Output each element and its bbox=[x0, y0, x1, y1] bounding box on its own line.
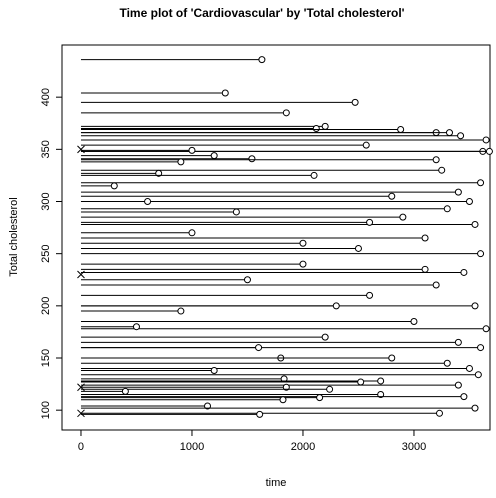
censor-marker bbox=[144, 198, 152, 206]
chart-title: Time plot of 'Cardiovascular' by 'Total … bbox=[119, 6, 404, 20]
censor-marker bbox=[474, 371, 482, 379]
censor-marker bbox=[438, 166, 446, 174]
censor-marker bbox=[421, 265, 429, 273]
censor-marker bbox=[388, 192, 396, 200]
censor-marker bbox=[445, 129, 453, 137]
censor-marker bbox=[351, 98, 359, 106]
x-tick-label: 1000 bbox=[180, 441, 204, 453]
censor-marker bbox=[366, 291, 374, 299]
censor-marker bbox=[477, 179, 485, 187]
censor-marker bbox=[485, 147, 493, 155]
y-tick-label: 200 bbox=[40, 297, 52, 315]
censor-marker bbox=[243, 276, 251, 284]
censor-marker bbox=[399, 213, 407, 221]
censor-marker bbox=[454, 381, 462, 389]
censor-marker bbox=[177, 307, 185, 315]
censor-marker bbox=[454, 188, 462, 196]
censor-marker bbox=[110, 182, 118, 190]
censor-marker bbox=[255, 344, 263, 352]
censor-marker bbox=[482, 136, 490, 144]
censor-marker bbox=[410, 317, 418, 325]
y-tick-label: 300 bbox=[40, 192, 52, 210]
censor-marker bbox=[432, 156, 440, 164]
event-marker bbox=[77, 409, 85, 418]
censor-marker bbox=[282, 109, 290, 117]
censor-marker bbox=[316, 394, 324, 402]
censor-marker bbox=[432, 281, 440, 289]
censor-marker bbox=[477, 344, 485, 352]
censor-marker bbox=[188, 229, 196, 237]
censor-marker bbox=[377, 377, 385, 385]
censor-marker bbox=[471, 302, 479, 310]
censor-marker bbox=[282, 383, 290, 391]
censor-marker bbox=[321, 122, 329, 130]
censor-marker bbox=[457, 132, 465, 140]
censor-marker bbox=[210, 152, 218, 160]
censor-marker bbox=[388, 354, 396, 362]
censor-marker bbox=[332, 302, 340, 310]
censor-marker bbox=[310, 171, 318, 179]
censor-marker bbox=[132, 323, 140, 331]
censor-marker bbox=[299, 239, 307, 247]
censor-marker bbox=[188, 146, 196, 154]
censor-marker bbox=[326, 385, 334, 393]
x-tick-label: 3000 bbox=[402, 441, 426, 453]
censor-marker bbox=[421, 234, 429, 242]
censor-marker bbox=[204, 402, 212, 410]
x-tick-label: 2000 bbox=[291, 441, 315, 453]
plot-box bbox=[61, 44, 491, 431]
censor-marker bbox=[471, 404, 479, 412]
censor-marker bbox=[354, 244, 362, 252]
censor-marker bbox=[232, 208, 240, 216]
censor-marker bbox=[443, 359, 451, 367]
censor-marker bbox=[279, 396, 287, 404]
censor-marker bbox=[477, 250, 485, 258]
censor-marker bbox=[454, 338, 462, 346]
event-marker bbox=[77, 270, 85, 279]
censor-marker bbox=[248, 155, 256, 163]
censor-marker bbox=[357, 378, 365, 386]
censor-marker bbox=[460, 393, 468, 401]
x-tick-label: 0 bbox=[78, 441, 84, 453]
censor-marker bbox=[471, 220, 479, 228]
censor-marker bbox=[465, 198, 473, 206]
censor-marker bbox=[465, 364, 473, 372]
x-axis-label: time bbox=[266, 477, 287, 489]
censor-marker bbox=[366, 218, 374, 226]
censor-marker bbox=[256, 410, 264, 418]
censor-marker bbox=[362, 141, 370, 149]
censor-marker bbox=[121, 387, 129, 395]
censor-marker bbox=[312, 124, 320, 132]
event-marker bbox=[77, 145, 85, 154]
censor-marker bbox=[443, 205, 451, 213]
censor-marker bbox=[221, 89, 229, 97]
event-marker bbox=[77, 383, 85, 392]
censor-marker bbox=[155, 169, 163, 177]
y-axis-label: Total cholesterol bbox=[8, 197, 20, 277]
censor-marker bbox=[460, 268, 468, 276]
censor-marker bbox=[258, 56, 266, 64]
y-tick-label: 150 bbox=[40, 349, 52, 367]
censor-marker bbox=[177, 158, 185, 166]
censor-marker bbox=[435, 409, 443, 417]
censor-marker bbox=[377, 391, 385, 399]
y-tick-label: 250 bbox=[40, 244, 52, 262]
censor-marker bbox=[210, 367, 218, 375]
censor-marker bbox=[482, 325, 490, 333]
y-tick-label: 350 bbox=[40, 140, 52, 158]
censor-marker bbox=[299, 260, 307, 268]
censor-marker bbox=[397, 126, 405, 134]
y-tick-label: 100 bbox=[40, 401, 52, 419]
censor-marker bbox=[321, 333, 329, 341]
y-tick-label: 400 bbox=[40, 88, 52, 106]
